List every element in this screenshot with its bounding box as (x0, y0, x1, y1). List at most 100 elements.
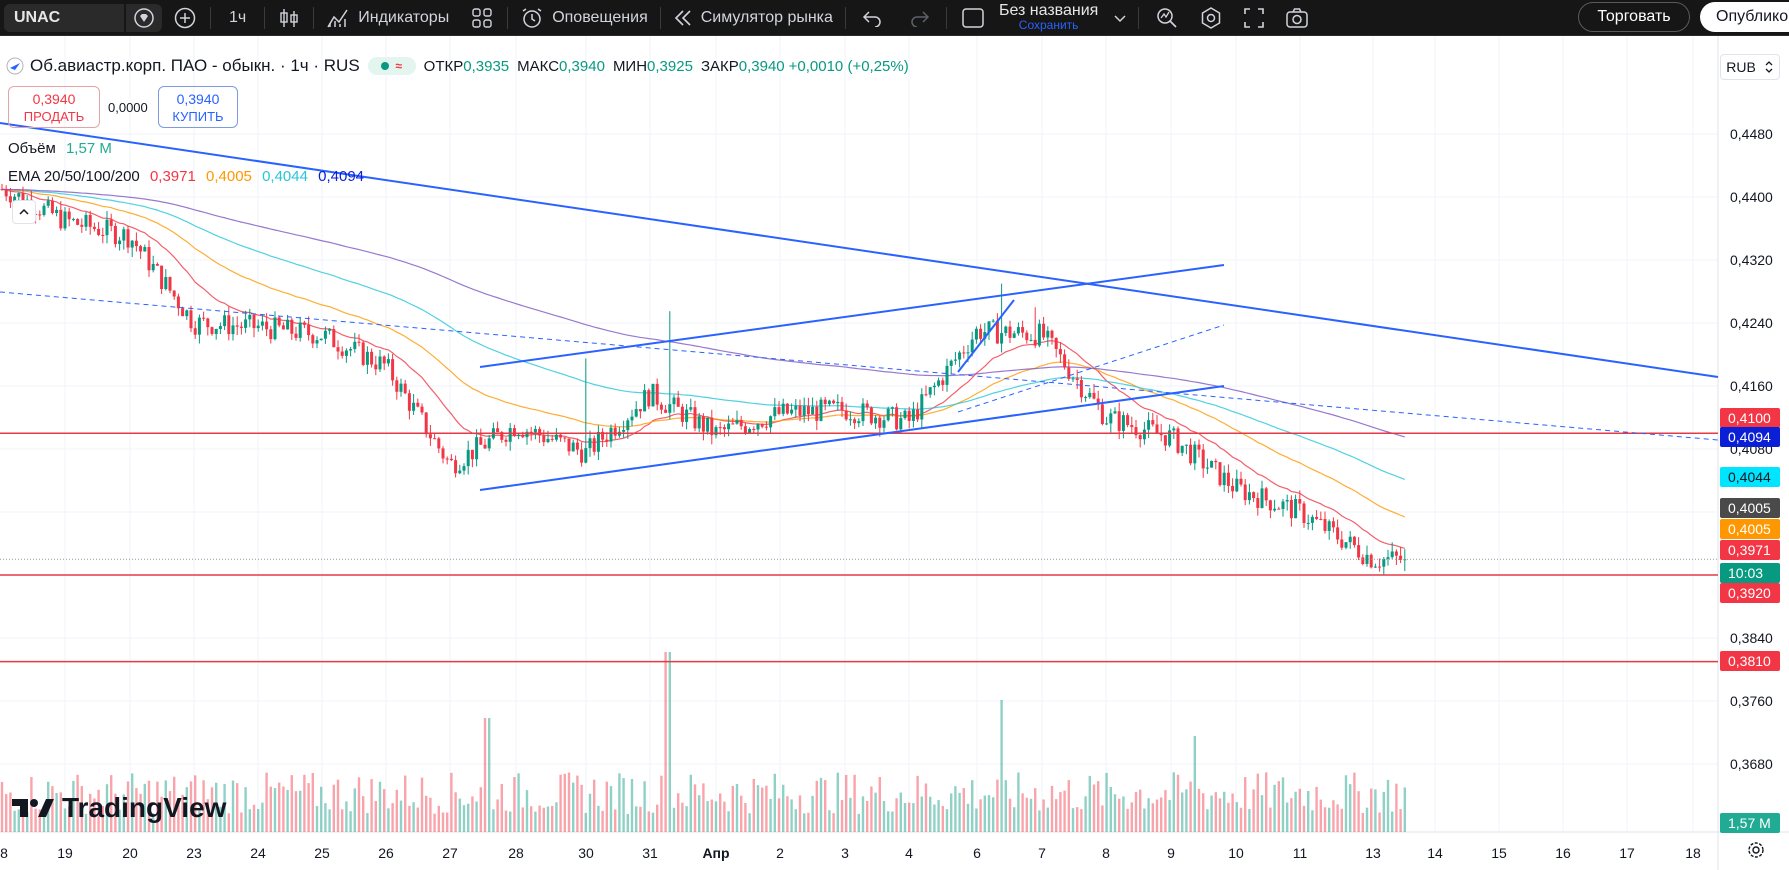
candle-body (563, 437, 567, 439)
spread-value: 0,0000 (108, 100, 148, 115)
candle-body (13, 196, 17, 203)
currency-selector[interactable]: RUB (1720, 54, 1780, 80)
chart-type-button[interactable] (267, 0, 311, 35)
candle-body (718, 427, 722, 429)
volume-bar (1113, 794, 1117, 832)
volume-bar (1063, 790, 1066, 832)
volume-bar (252, 804, 256, 832)
candle-body (1365, 554, 1369, 564)
snapshot-button[interactable] (1275, 0, 1319, 35)
candle-body (1205, 467, 1209, 469)
alerts-button[interactable]: Оповещения (510, 0, 658, 35)
candle-body (239, 326, 243, 328)
volume-bar (983, 795, 986, 832)
candle-body (1344, 542, 1348, 548)
volume-bar (509, 811, 512, 832)
add-symbol-button[interactable] (162, 0, 208, 35)
candle-body (1399, 555, 1403, 560)
volume-bar (769, 798, 772, 832)
volume-bar (1059, 792, 1062, 832)
volume-bar (987, 795, 991, 832)
candle-body (1243, 484, 1247, 501)
volume-bar (236, 783, 239, 832)
volume-bar (563, 773, 566, 832)
trend-drawings[interactable] (0, 122, 1719, 663)
candle-body (1357, 545, 1361, 558)
candle-body (118, 240, 122, 245)
volume-bar (685, 806, 688, 832)
volume-bar (248, 809, 251, 832)
chevron-up-icon (19, 208, 29, 215)
compare-symbol-button[interactable] (126, 3, 162, 32)
quick-search-button[interactable] (1141, 0, 1189, 35)
ema-legend[interactable]: EMA 20/50/100/200 0,3971 0,4005 0,4044 0… (8, 168, 364, 185)
symbol-title[interactable]: Об.авиастр.корп. ПАО - обыкн. · 1ч · RUS (30, 56, 360, 75)
volume-bar (471, 796, 474, 832)
fullscreen-button[interactable] (1233, 0, 1275, 35)
buy-button[interactable]: 0,3940 КУПИТЬ (158, 86, 238, 128)
undo-button[interactable] (848, 0, 896, 35)
candle-body (1117, 411, 1121, 431)
volume-bar (962, 788, 965, 832)
volume-bar (1143, 808, 1146, 832)
candle-body (281, 325, 285, 330)
time-tick-label: 11 (1293, 845, 1308, 861)
candle-body (945, 365, 949, 385)
volume-bar (534, 811, 537, 832)
collapse-legend-button[interactable] (12, 200, 36, 224)
volume-bar (668, 652, 671, 832)
volume-bar (992, 797, 995, 832)
volume-bar (567, 772, 571, 832)
candle-body (193, 328, 197, 335)
volume-bar (1210, 795, 1213, 832)
volume-bar (97, 789, 100, 832)
layout-save-link[interactable]: Сохранить (1018, 17, 1079, 32)
volume-legend[interactable]: Объём 1,57 M (8, 140, 112, 157)
candle-body (197, 317, 201, 335)
layout-menu[interactable]: Без названия Сохранить (949, 0, 1136, 35)
candle-body (958, 352, 962, 360)
candle-body (1071, 378, 1075, 380)
volume-bar (51, 786, 54, 832)
time-axis[interactable]: 8 19 20 23 24 25 26 27 28 30 31 Апр 2 3 4 6 7 8 9 10 11 13 14 1… (0, 845, 1701, 861)
volume-bar (1042, 799, 1045, 832)
market-status-badge[interactable]: ≈ (367, 57, 416, 75)
price-label-tag (1720, 519, 1780, 539)
volume-bar (320, 786, 323, 832)
replay-button[interactable]: Симулятор рынка (663, 0, 843, 35)
settings-button[interactable] (1189, 0, 1233, 35)
scale-settings-button[interactable] (1744, 838, 1768, 862)
sell-button[interactable]: 0,3940 ПРОДАТЬ (8, 86, 100, 128)
chart-canvas[interactable]: 0,44800,44000,43200,42400,41600,40800,38… (0, 36, 1789, 870)
volume-bar (9, 792, 12, 832)
trade-button[interactable]: Торговать (1578, 2, 1690, 32)
replay-label: Симулятор рынка (700, 8, 833, 26)
candle-body (680, 406, 684, 422)
candle-body (449, 458, 453, 461)
tradingview-logo[interactable]: TradingView (12, 792, 226, 824)
candle-body (336, 347, 340, 352)
volume-bar (1206, 809, 1209, 832)
candle-body (374, 364, 378, 370)
interval-button[interactable]: 1ч (213, 0, 262, 35)
redo-button[interactable] (896, 0, 944, 35)
volume-bar (135, 788, 138, 832)
symbol-search-input[interactable]: UNAC (4, 3, 124, 32)
volume-bar (891, 811, 894, 832)
candle-body (307, 324, 311, 336)
volume-bar (399, 800, 403, 832)
volume-bar (328, 809, 331, 832)
candle-body (1021, 327, 1025, 333)
templates-button[interactable] (459, 0, 505, 35)
volume-bar (559, 774, 562, 832)
candle-body (559, 434, 563, 438)
change-value: +0,0010 (+0,25%) (788, 57, 909, 75)
candle-body (50, 200, 54, 214)
volume-bar (1336, 804, 1339, 832)
candle-body (395, 380, 399, 392)
price-scale[interactable]: 0,44800,44000,43200,42400,41600,40800,38… (1720, 126, 1780, 833)
volume-bar (1013, 807, 1016, 832)
price-tick-label: 0,4400 (1730, 189, 1773, 205)
indicators-button[interactable]: Индикаторы (316, 0, 459, 35)
publish-button[interactable]: Опубликовать (1700, 2, 1789, 32)
